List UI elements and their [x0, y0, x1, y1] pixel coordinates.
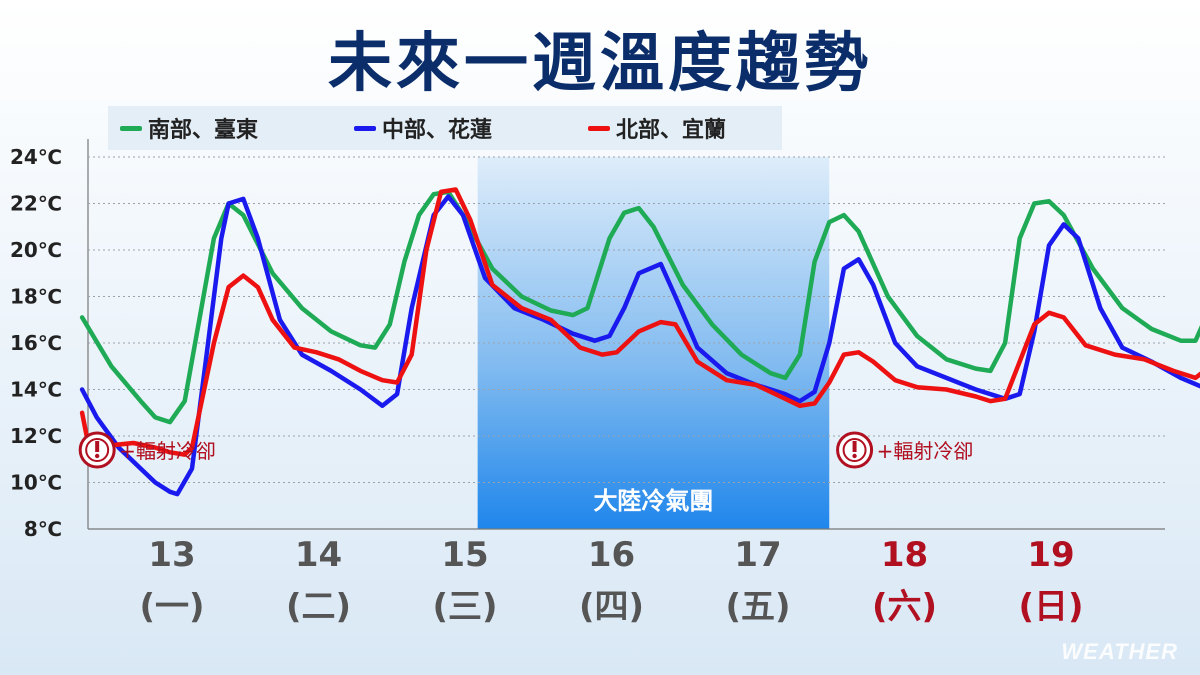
y-tick-label: 12℃	[10, 424, 62, 448]
legend-swatch-north	[588, 125, 610, 131]
y-tick-label: 8℃	[24, 517, 62, 541]
x-tick-date: 19	[1027, 535, 1074, 575]
series-line-2	[79, 187, 1200, 457]
legend-label-north: 北部、宜蘭	[616, 118, 727, 143]
x-tick-weekday: (五)	[725, 587, 790, 627]
y-tick-label: 20℃	[10, 238, 62, 262]
legend-label-central: 中部、花蓮	[382, 118, 493, 143]
x-tick-weekday: (二)	[286, 587, 351, 627]
series-line-0	[79, 189, 1200, 425]
y-tick-label: 22℃	[10, 192, 62, 216]
alert-icon-inner-ring	[842, 438, 867, 462]
x-tick-date: 13	[148, 535, 195, 575]
cold-air-label: 大陸冷氣團	[593, 487, 713, 515]
x-tick-weekday: (日)	[1018, 587, 1083, 627]
x-tick-weekday: (四)	[579, 587, 644, 627]
legend-item-north: 北部、宜蘭	[588, 114, 727, 143]
x-tick-weekday: (三)	[432, 587, 497, 627]
annotation-text: +輻射冷卻	[877, 439, 974, 463]
alert-icon-dot	[94, 453, 100, 459]
legend-swatch-south	[120, 125, 142, 131]
x-tick-date: 15	[441, 535, 488, 575]
alert-icon-inner-ring	[85, 438, 110, 462]
legend-item-south: 南部、臺東	[120, 114, 259, 143]
y-tick-label: 24℃	[10, 145, 62, 169]
y-tick-label: 16℃	[10, 331, 62, 355]
x-tick-date: 14	[295, 535, 342, 575]
x-tick-date: 17	[734, 535, 781, 575]
y-tick-label: 18℃	[10, 285, 62, 309]
series-line-1	[79, 194, 1200, 497]
x-tick-weekday: (六)	[872, 587, 937, 627]
y-tick-label: 10℃	[10, 471, 62, 495]
chart-legend: 南部、臺東 中部、花蓮 北部、宜蘭	[108, 106, 782, 150]
page-title: 未來一週溫度趨勢	[328, 27, 872, 101]
alert-icon-dot	[852, 453, 857, 459]
annotation-text: +輻射冷卻	[119, 439, 216, 463]
x-tick-weekday: (一)	[139, 587, 204, 627]
y-tick-label: 14℃	[10, 378, 62, 402]
x-tick-date: 16	[588, 535, 635, 575]
x-tick-date: 18	[881, 535, 928, 575]
legend-item-central: 中部、花蓮	[354, 114, 493, 143]
legend-label-south: 南部、臺東	[148, 118, 259, 143]
legend-swatch-central	[354, 125, 376, 131]
watermark-logo: WEATHER	[1061, 639, 1178, 664]
alert-icon-bar	[852, 441, 857, 452]
alert-icon-bar	[95, 441, 100, 452]
